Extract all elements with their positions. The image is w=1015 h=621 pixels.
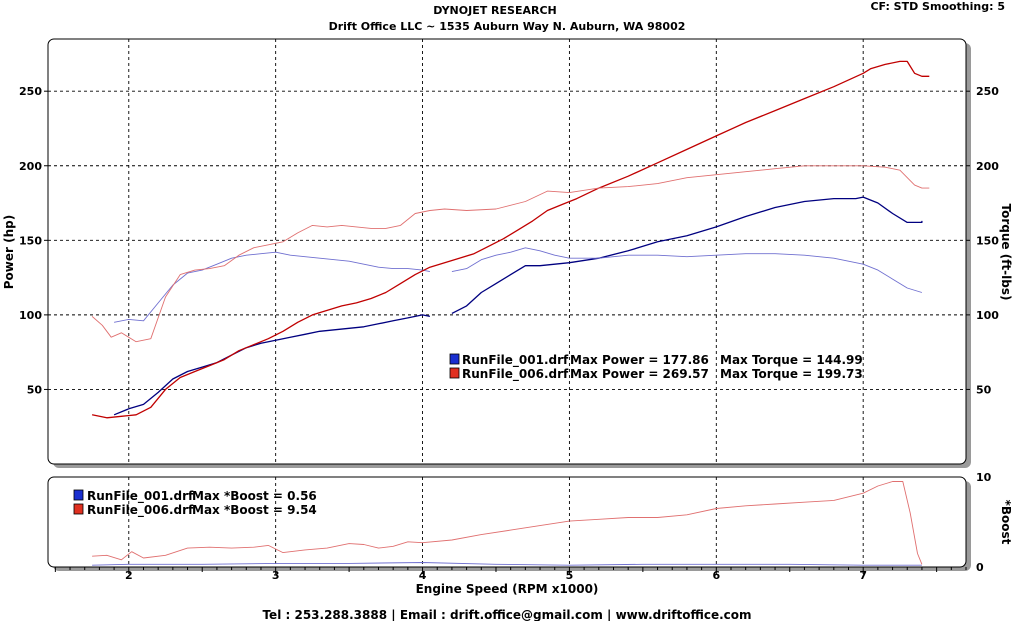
boost-plot-lines (92, 481, 923, 566)
boost-legend-file-run006: RunFile_006.drf (87, 503, 194, 518)
power-tick-label-50: 50 (27, 383, 43, 396)
legend-file-run006: RunFile_006.drf (462, 367, 569, 382)
rpm-tick-label-2: 2 (125, 569, 133, 582)
boost-legend-file-run001: RunFile_001.drf (87, 489, 194, 504)
torque-tick-label-200: 200 (976, 160, 999, 173)
boost-grid (128, 477, 864, 567)
rpm-tick-label-3: 3 (272, 569, 280, 582)
power-tick-label-100: 100 (19, 309, 42, 322)
y-axis-label-boost: *Boost (999, 500, 1013, 545)
main-plot-area (47, 38, 967, 465)
power-axis-ticks: 50 100 150 200 250 (19, 85, 48, 396)
boost-legend-swatch-run006 (73, 503, 84, 515)
legend-torque-run001: Max Torque = 144.99 (720, 353, 863, 367)
boost-tick-label-10: 10 (976, 471, 992, 484)
legend-power-run001: Max Power = 177.86 (570, 353, 709, 367)
rpm-tick-label-6: 6 (712, 569, 720, 582)
legend-torque-run006: Max Torque = 199.73 (720, 367, 863, 381)
settings-label: CF: STD Smoothing: 5 (870, 0, 1005, 13)
torque-tick-label-250: 250 (976, 85, 999, 98)
boost-series-line-0 (92, 562, 922, 566)
torque-axis-ticks: 50 100 150 200 250 (966, 85, 999, 396)
boost-axis-ticks: 0 10 (976, 471, 992, 574)
boost-legend-value-run001: Max *Boost = 0.56 (192, 489, 317, 503)
main-legend: RunFile_001.drf Max Power = 177.86 Max T… (449, 353, 863, 382)
rpm-axis-ticks: 2 3 4 5 6 7 (54, 567, 967, 582)
power-tick-label-250: 250 (19, 85, 42, 98)
main-series-line-1 (114, 247, 923, 323)
x-axis-label: Engine Speed (RPM x1000) (416, 582, 599, 596)
rpm-tick-label-7: 7 (859, 569, 867, 582)
power-tick-label-200: 200 (19, 160, 42, 173)
power-tick-label-150: 150 (19, 234, 42, 247)
main-grid (48, 39, 966, 464)
chart-title: DYNOJET RESEARCH (433, 4, 556, 17)
rpm-tick-label-5: 5 (566, 569, 574, 582)
main-series-line-2 (91, 60, 930, 419)
main-series-line-0 (113, 196, 923, 416)
chart-subtitle: Drift Office LLC ~ 1535 Auburn Way N. Au… (329, 20, 686, 33)
legend-swatch-run001 (449, 353, 460, 365)
boost-legend-value-run006: Max *Boost = 9.54 (192, 503, 317, 517)
legend-swatch-run006 (449, 367, 460, 379)
rpm-tick-label-4: 4 (419, 569, 427, 582)
legend-power-run006: Max Power = 269.57 (570, 367, 709, 381)
boost-plot-area (47, 476, 967, 568)
boost-series-line-1 (92, 481, 923, 565)
torque-tick-label-150: 150 (976, 234, 999, 247)
footer-contact: Tel : 253.288.3888 | Email : drift.offic… (262, 608, 751, 621)
boost-legend-swatch-run001 (73, 489, 84, 501)
boost-tick-label-0: 0 (976, 561, 984, 574)
boost-legend: RunFile_001.drf Max *Boost = 0.56 RunFil… (73, 489, 317, 518)
y-axis-label-power: Power (hp) (2, 215, 16, 289)
main-series-line-3 (91, 165, 930, 343)
legend-file-run001: RunFile_001.drf (462, 353, 569, 368)
torque-tick-label-100: 100 (976, 309, 999, 322)
torque-tick-label-50: 50 (976, 383, 992, 396)
y-axis-label-torque: Torque (ft-lbs) (999, 204, 1013, 301)
main-plot-lines (91, 60, 930, 419)
